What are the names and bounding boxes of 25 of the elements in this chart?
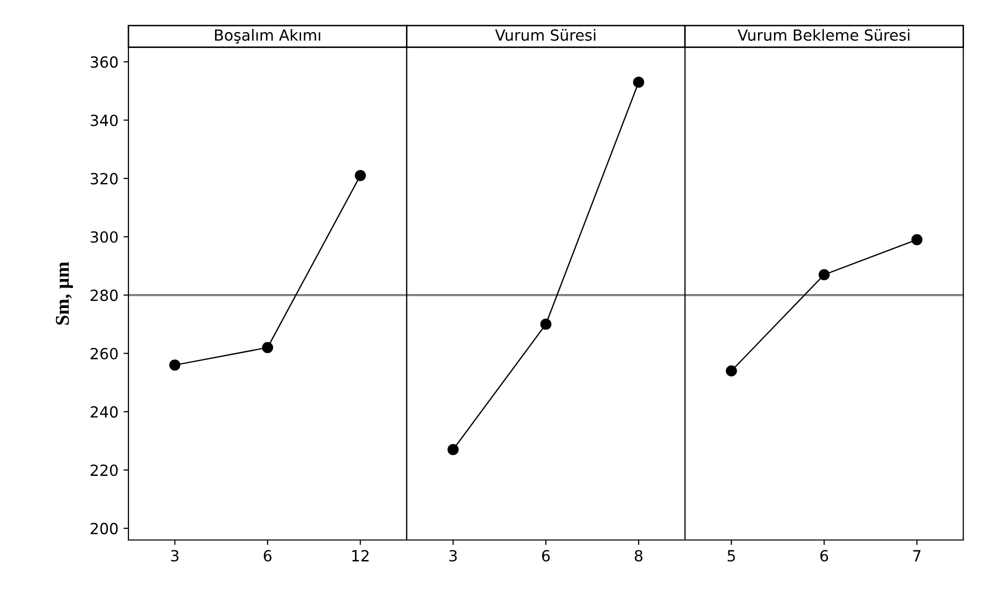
y-tick-label: 220 <box>90 464 118 476</box>
y-tick-label: 320 <box>90 172 118 184</box>
x-tick-label: 3 <box>449 550 457 562</box>
point <box>169 359 180 371</box>
x-tick-label: 3 <box>171 550 178 562</box>
y-axis-title: Sm, µm <box>56 262 73 325</box>
x-tick-label: 7 <box>913 550 920 562</box>
chart-title: Boşalım Akımı <box>215 29 320 44</box>
point <box>262 342 274 354</box>
chart-title: Vurum Süresi <box>495 29 596 41</box>
x-tick-label: 6 <box>542 550 550 562</box>
y-tick-label: 340 <box>90 114 118 126</box>
x-tick-label: 6 <box>820 550 828 562</box>
y-tick-label: 260 <box>90 348 118 360</box>
y-tick-label: 200 <box>90 522 118 534</box>
x-tick-label: 5 <box>728 550 735 562</box>
x-tick-label: 6 <box>264 550 272 562</box>
y-tick-label: 360 <box>90 56 118 68</box>
y-tick-label: 240 <box>90 406 118 418</box>
x-tick-label: 8 <box>634 550 642 562</box>
chart-title: Vurum Bekleme Süresi <box>738 29 910 41</box>
y-tick-label: 280 <box>90 290 118 302</box>
x-tick-label: 12 <box>352 550 369 562</box>
y-tick-label: 300 <box>90 231 118 243</box>
point <box>354 170 366 182</box>
